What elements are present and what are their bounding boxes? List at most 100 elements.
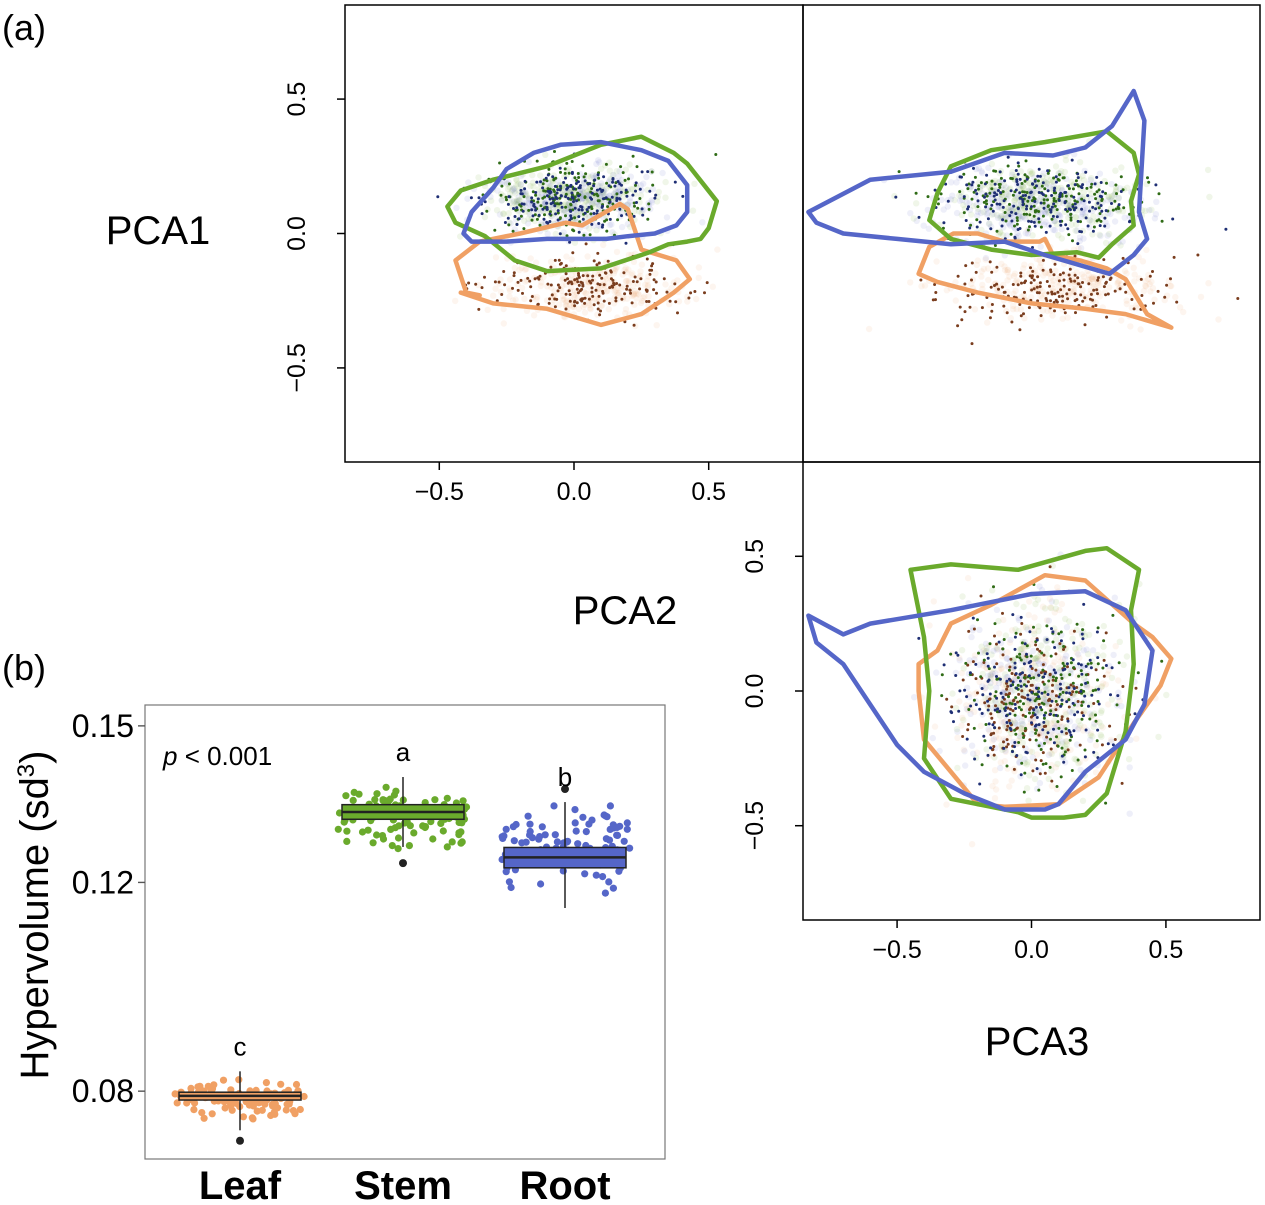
stem-point	[1054, 699, 1058, 703]
stem-point	[979, 181, 983, 185]
root-point	[1099, 181, 1103, 184]
stem-jitter-point	[459, 797, 467, 805]
root-point	[1171, 217, 1175, 221]
leaf-point	[1236, 297, 1240, 300]
leaf-haze-point	[533, 293, 541, 301]
stem-point	[1028, 711, 1031, 715]
root-point	[1083, 755, 1087, 759]
stem-haze-point	[1035, 627, 1042, 635]
root-point	[1016, 228, 1020, 231]
stem-haze-point	[487, 197, 495, 204]
leaf-point	[988, 260, 992, 264]
root-haze-point	[987, 672, 994, 679]
leaf-haze-point	[1197, 293, 1205, 301]
leaf-haze-point	[1131, 271, 1138, 278]
root-haze-point	[1119, 238, 1126, 245]
root-haze-point	[1078, 213, 1085, 221]
leaf-jitter-point	[261, 1099, 269, 1107]
leaf-point	[571, 251, 575, 255]
root-point	[1063, 200, 1067, 204]
leaf-haze-point	[492, 254, 500, 261]
root-point	[1096, 656, 1100, 660]
root-point	[530, 208, 534, 212]
leaf-point	[1042, 725, 1046, 728]
stem-point	[647, 207, 651, 211]
stem-point	[973, 175, 977, 179]
leaf-haze-point	[1149, 284, 1157, 292]
root-haze-point	[956, 657, 963, 664]
root-point	[1010, 219, 1014, 223]
leaf-point	[1052, 300, 1056, 304]
hypervolume-axis-superscript: 3	[13, 764, 40, 777]
leaf-point	[1063, 311, 1067, 315]
root-point	[1082, 199, 1086, 203]
leaf-point	[1053, 292, 1057, 296]
leaf-haze-point	[638, 261, 646, 268]
root-point	[1099, 204, 1103, 207]
root-haze-point	[1050, 693, 1057, 700]
leaf-outlier	[236, 1136, 244, 1145]
leaf-haze-point	[1009, 306, 1017, 313]
stem-point	[499, 193, 503, 197]
root-point	[560, 205, 564, 209]
stem-haze-point	[1057, 646, 1065, 653]
root-haze-point	[544, 230, 551, 237]
leaf-haze-point	[1087, 730, 1095, 737]
leaf-point	[1011, 283, 1015, 286]
root-point	[1008, 712, 1012, 716]
stem-point	[1075, 690, 1078, 694]
leaf-point	[583, 296, 587, 300]
leaf-haze-point	[1142, 282, 1149, 289]
stem-point	[1016, 676, 1020, 680]
stem-haze-point	[1096, 719, 1103, 726]
leaf-point	[609, 269, 613, 273]
stem-point	[1054, 676, 1058, 680]
root-haze-point	[1077, 766, 1084, 774]
leaf-point	[997, 287, 1000, 291]
leaf-haze-point	[506, 285, 513, 292]
root-point	[530, 196, 534, 200]
root-point	[1064, 190, 1068, 194]
leaf-haze-point	[563, 297, 571, 304]
stem-point	[1080, 197, 1084, 201]
leaf-haze-point	[865, 325, 873, 333]
stem-haze-point	[1072, 227, 1079, 234]
leaf-point	[1065, 292, 1069, 296]
leaf-point	[1037, 733, 1041, 737]
stem-haze-point	[1031, 655, 1039, 662]
root-point	[1014, 188, 1018, 192]
root-haze-point	[1043, 700, 1050, 707]
root-point	[989, 227, 993, 231]
root-point	[506, 216, 510, 220]
leaf-haze-point	[982, 256, 989, 263]
leaf-point	[1051, 678, 1055, 682]
leaf-point	[968, 305, 972, 309]
root-haze-point	[1127, 736, 1134, 744]
root-haze-point	[1079, 210, 1086, 218]
root-point	[974, 662, 978, 666]
stem-point	[1023, 771, 1027, 775]
leaf-point	[1113, 738, 1117, 741]
leaf-point	[553, 258, 557, 262]
stem-haze-point	[561, 207, 568, 214]
leaf-haze-point	[512, 296, 519, 303]
stem-point	[544, 189, 548, 193]
stem-point	[1018, 656, 1022, 660]
leaf-point	[598, 273, 602, 277]
root-point	[654, 193, 658, 197]
stem-haze-point	[527, 182, 534, 190]
stem-haze-point	[975, 179, 982, 187]
stem-haze-point	[1049, 178, 1056, 186]
root-haze-point	[1080, 235, 1087, 242]
root-jitter-point	[526, 827, 534, 836]
leaf-point	[1030, 667, 1034, 670]
stem-point	[1028, 225, 1031, 229]
stem-point	[1067, 233, 1071, 237]
stem-point	[1069, 216, 1073, 220]
stem-haze-point	[515, 180, 522, 188]
root-haze-point	[1003, 232, 1010, 239]
stem-point	[527, 208, 531, 212]
root-point	[968, 671, 972, 675]
stem-haze-point	[1105, 193, 1112, 201]
root-point	[1103, 216, 1107, 220]
